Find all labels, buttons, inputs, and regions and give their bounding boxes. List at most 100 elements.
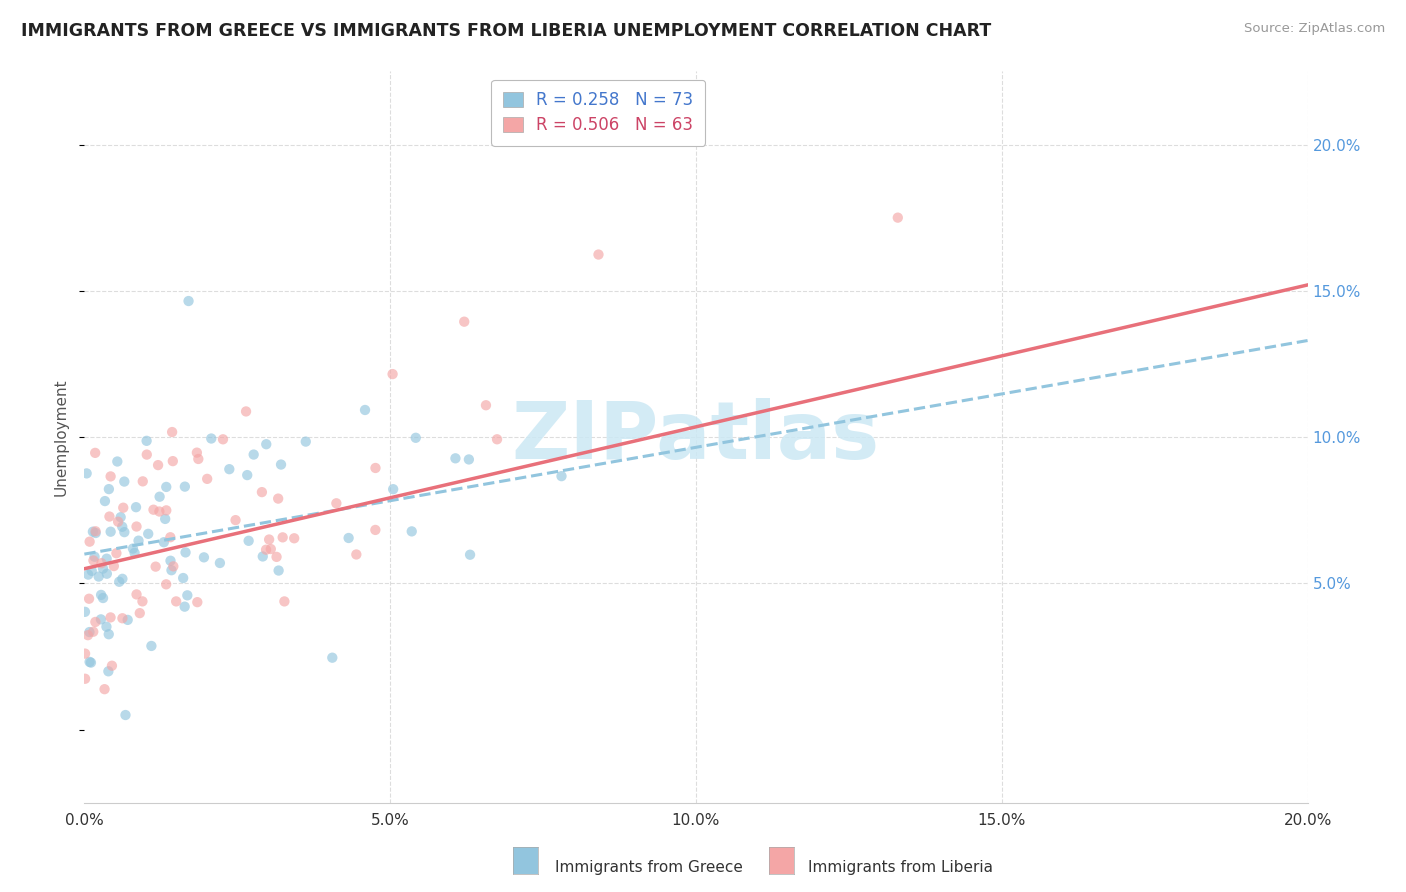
Point: [159, 554, 181, 568]
Point: [148, 504, 170, 518]
Point: [125, 500, 148, 515]
Point: [283, 531, 305, 545]
Point: [83, 549, 105, 564]
Point: [77, 591, 100, 606]
Point: [405, 431, 427, 445]
Point: [155, 503, 177, 517]
Text: IMMIGRANTS FROM GREECE VS IMMIGRANTS FROM LIBERIA UNEMPLOYMENT CORRELATION CHART: IMMIGRANTS FROM GREECE VS IMMIGRANTS FRO…: [21, 22, 991, 40]
Point: [273, 594, 295, 608]
Point: [90, 556, 112, 570]
Point: [100, 469, 122, 483]
Point: [242, 448, 264, 462]
Point: [257, 533, 280, 547]
Point: [84, 615, 107, 629]
Point: [364, 523, 387, 537]
Point: [325, 496, 347, 510]
Text: ZIPatlas: ZIPatlas: [512, 398, 880, 476]
Point: [80, 564, 103, 578]
Point: [267, 491, 290, 506]
Point: [132, 475, 155, 489]
Point: [98, 509, 121, 524]
Point: [124, 546, 146, 560]
Point: [114, 708, 136, 723]
Text: Immigrants from Greece: Immigrants from Greece: [555, 860, 744, 874]
Point: [80, 656, 103, 670]
Point: [101, 658, 124, 673]
Point: [453, 315, 475, 329]
Point: [252, 549, 274, 564]
Point: [354, 403, 377, 417]
Point: [173, 480, 195, 494]
Point: [82, 524, 104, 539]
Point: [177, 293, 200, 308]
Point: [73, 605, 96, 619]
Point: [444, 451, 467, 466]
Point: [208, 556, 231, 570]
Point: [225, 513, 247, 527]
Point: [187, 452, 209, 467]
Point: [145, 559, 167, 574]
Point: [97, 665, 120, 679]
Point: [77, 567, 100, 582]
Point: [236, 468, 259, 483]
Point: [235, 404, 257, 418]
Point: [135, 434, 157, 448]
Point: [93, 682, 115, 697]
Point: [155, 577, 177, 591]
Point: [91, 591, 114, 605]
Legend: R = 0.258   N = 73, R = 0.506   N = 63: R = 0.258 N = 73, R = 0.506 N = 63: [491, 79, 704, 145]
Point: [97, 482, 120, 496]
Point: [267, 564, 290, 578]
Point: [131, 594, 153, 608]
Point: [112, 525, 135, 540]
Point: [100, 610, 122, 624]
Point: [125, 587, 148, 601]
Point: [149, 490, 172, 504]
Point: [250, 485, 273, 500]
Y-axis label: Unemployment: Unemployment: [53, 378, 69, 496]
Point: [174, 545, 197, 559]
Point: [200, 432, 222, 446]
Point: [90, 588, 112, 602]
Point: [82, 624, 104, 639]
Point: [294, 434, 316, 449]
Point: [260, 542, 283, 557]
Point: [321, 650, 343, 665]
Point: [344, 548, 367, 562]
Point: [141, 639, 163, 653]
Point: [254, 542, 277, 557]
Point: [122, 541, 145, 556]
Point: [128, 606, 150, 620]
Point: [475, 398, 498, 412]
Point: [160, 563, 183, 577]
Point: [162, 559, 184, 574]
Point: [136, 526, 159, 541]
Point: [270, 458, 292, 472]
Point: [271, 530, 294, 544]
Point: [153, 512, 176, 526]
Point: [887, 211, 910, 225]
Point: [125, 519, 148, 533]
Point: [165, 594, 187, 608]
Point: [128, 533, 150, 548]
Point: [588, 247, 610, 261]
Point: [91, 561, 114, 575]
Point: [108, 574, 131, 589]
Point: [142, 502, 165, 516]
Point: [96, 620, 118, 634]
Point: [112, 475, 135, 489]
Point: [186, 445, 208, 459]
Point: [550, 469, 572, 483]
Point: [84, 446, 107, 460]
Point: [155, 480, 177, 494]
Point: [457, 452, 479, 467]
Point: [111, 520, 134, 534]
Point: [77, 628, 100, 642]
Point: [79, 625, 101, 640]
Point: [117, 613, 139, 627]
Point: [105, 454, 128, 468]
Point: [79, 534, 101, 549]
Point: [111, 611, 134, 625]
Point: [238, 533, 260, 548]
Point: [337, 531, 360, 545]
